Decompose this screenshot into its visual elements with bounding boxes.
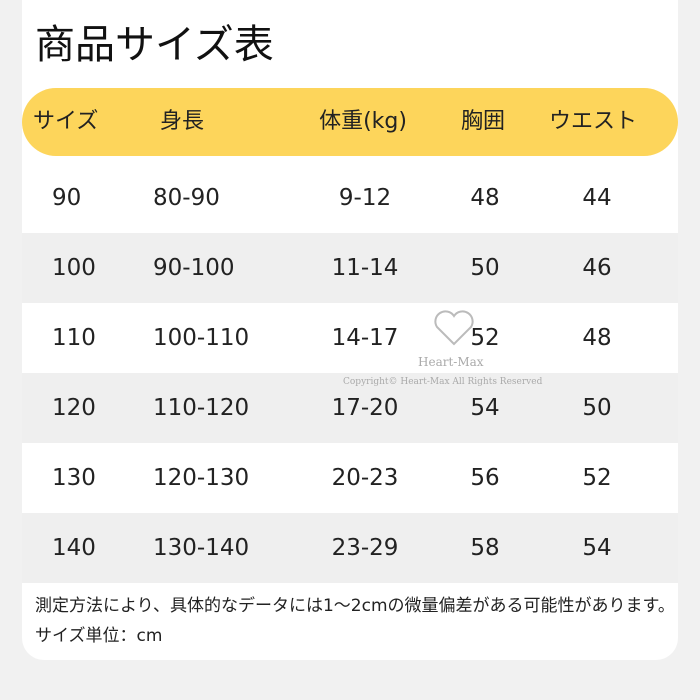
table-cell: 50	[582, 395, 612, 421]
table-cell: 52	[582, 465, 612, 491]
table-cell: 90-100	[153, 255, 235, 281]
table-cell: 90	[52, 185, 82, 211]
table-cell: 140	[52, 535, 96, 561]
table-cell: 52	[470, 325, 500, 351]
table-cell: 110-120	[153, 395, 250, 421]
table-cell: 20-23	[331, 465, 399, 491]
title: 商品サイズ表	[35, 22, 274, 68]
table-cell: 80-90	[153, 185, 220, 211]
table-cell: 130-140	[153, 535, 250, 561]
table-row: 120 110-120 17-20 54 50	[22, 373, 678, 443]
table-cell: 48	[582, 325, 612, 351]
table-cell: 120-130	[153, 465, 250, 491]
table-header: サイズ 身長 体重(kg) 胸囲 ウエスト	[22, 88, 678, 156]
table-cell: 130	[52, 465, 96, 491]
table-row: 130 120-130 20-23 56 52	[22, 443, 678, 513]
table-cell: 54	[582, 535, 612, 561]
table-cell: 58	[470, 535, 500, 561]
column-header: 胸囲	[460, 109, 506, 134]
watermark-icon	[434, 310, 474, 346]
column-header: ウエスト	[548, 109, 638, 134]
column-header: 体重(kg)	[319, 109, 407, 134]
note: 測定方法により、具体的なデータには1～2cmの微量偏差がある可能性があります。サ…	[35, 596, 675, 646]
table-cell: 54	[470, 395, 500, 421]
table-cell: 23-29	[331, 535, 399, 561]
table-cell: 50	[470, 255, 500, 281]
table-cell: 9-12	[338, 185, 392, 211]
table-cell: 17-20	[331, 395, 399, 421]
table-cell: 56	[470, 465, 500, 491]
table-row: 140 130-140 23-29 58 54	[22, 513, 678, 583]
watermark-brand: Heart-Max	[418, 355, 484, 369]
column-header: サイズ	[33, 109, 99, 134]
table-cell: 14-17	[331, 325, 399, 351]
table-cell: 11-14	[331, 255, 399, 281]
table-row: 110 100-110 14-17 52 48	[22, 303, 678, 373]
table-cell: 46	[582, 255, 612, 281]
table-cell: 100-110	[153, 325, 250, 351]
table-cell: 44	[582, 185, 612, 211]
table-cell: 100	[52, 255, 96, 281]
table-cell: 110	[52, 325, 96, 351]
column-header: 身長	[160, 109, 205, 134]
table-row: 90 80-90 9-12 48 44	[22, 163, 678, 233]
watermark-copyright: Copyright© Heart-Max All Rights Reserved	[343, 377, 543, 387]
table-cell: 120	[52, 395, 96, 421]
table-cell: 48	[470, 185, 500, 211]
table-row: 100 90-100 11-14 50 46	[22, 233, 678, 303]
